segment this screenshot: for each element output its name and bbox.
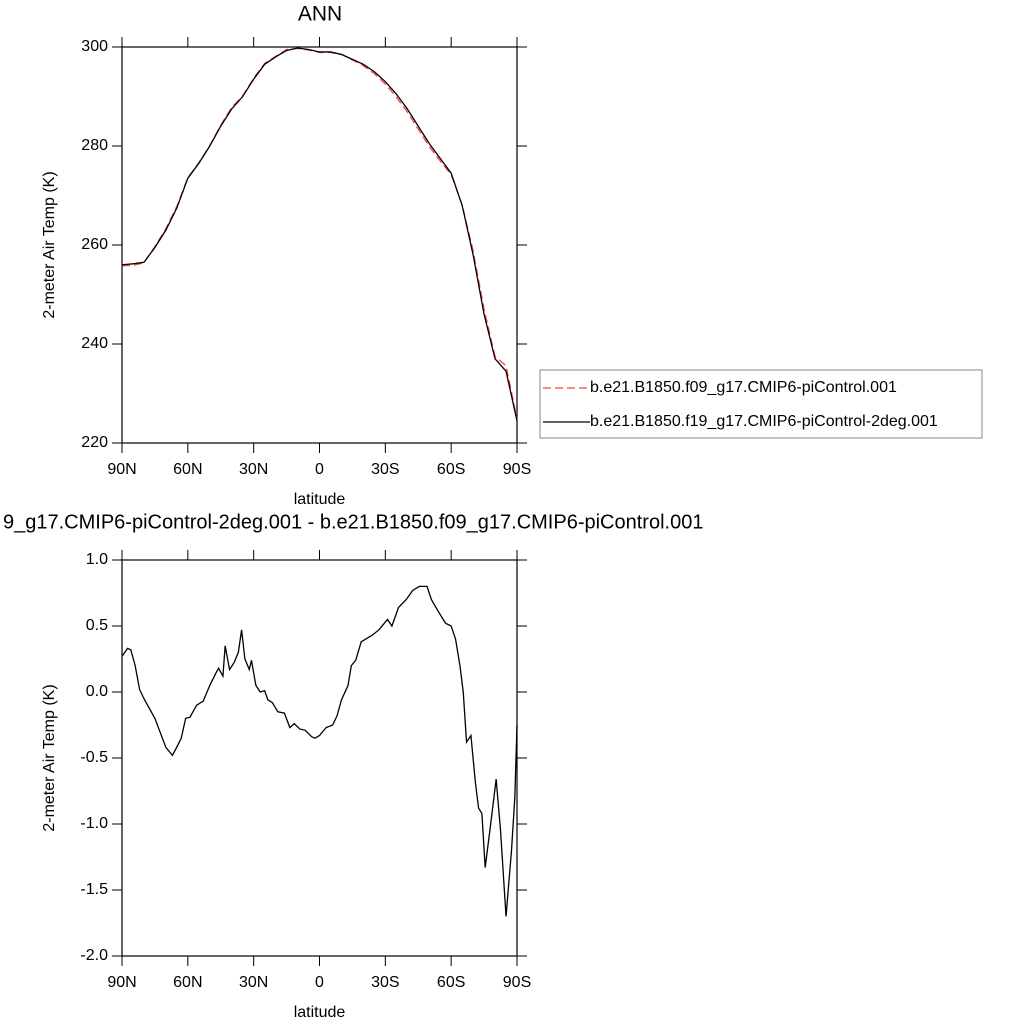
y-tick-label: -0.5 — [80, 749, 108, 766]
x-tick-label: 60S — [437, 974, 465, 991]
y-tick-label: 240 — [81, 335, 108, 352]
y-tick-label: -2.0 — [80, 947, 108, 964]
data-line — [121, 585, 518, 917]
y-tick-label: 0.0 — [86, 683, 108, 700]
x-axis-title: latitude — [294, 491, 346, 508]
y-tick-label: 300 — [81, 38, 108, 55]
x-tick-label: 60N — [173, 461, 202, 478]
y-tick-label: -1.0 — [80, 815, 108, 832]
x-axis-title: latitude — [294, 1004, 346, 1021]
y-tick-label: -1.5 — [80, 881, 108, 898]
data-line — [121, 47, 518, 421]
x-tick-label: 90N — [107, 974, 136, 991]
y-tick-label: 280 — [81, 137, 108, 154]
x-tick-label: 30S — [371, 461, 399, 478]
plot-frame — [121, 46, 518, 444]
data-line — [121, 47, 518, 420]
y-axis-title: 2-meter Air Temp (K) — [41, 171, 58, 318]
x-tick-label: 30N — [239, 974, 268, 991]
y-tick-label: 1.0 — [86, 551, 108, 568]
y-tick-label: 0.5 — [86, 617, 108, 634]
x-tick-label: 30S — [371, 974, 399, 991]
legend-box — [539, 369, 983, 439]
x-tick-label: 90S — [503, 461, 531, 478]
x-tick-label: 60N — [173, 974, 202, 991]
chart-title: ANN — [298, 3, 342, 26]
y-axis-title: 2-meter Air Temp (K) — [41, 684, 58, 831]
x-tick-label: 0 — [315, 974, 324, 991]
chart-title: 9_g17.CMIP6-piControl-2deg.001 - b.e21.B… — [3, 511, 703, 533]
legend-label: b.e21.B1850.f09_g17.CMIP6-piControl.001 — [590, 379, 897, 396]
plot-frame — [121, 559, 518, 957]
x-tick-label: 30N — [239, 461, 268, 478]
x-tick-label: 90N — [107, 461, 136, 478]
x-tick-label: 0 — [315, 461, 324, 478]
y-tick-label: 220 — [81, 434, 108, 451]
legend-label: b.e21.B1850.f19_g17.CMIP6-piControl-2deg… — [590, 413, 938, 430]
x-tick-label: 90S — [503, 974, 531, 991]
x-tick-label: 60S — [437, 461, 465, 478]
y-tick-label: 260 — [81, 236, 108, 253]
